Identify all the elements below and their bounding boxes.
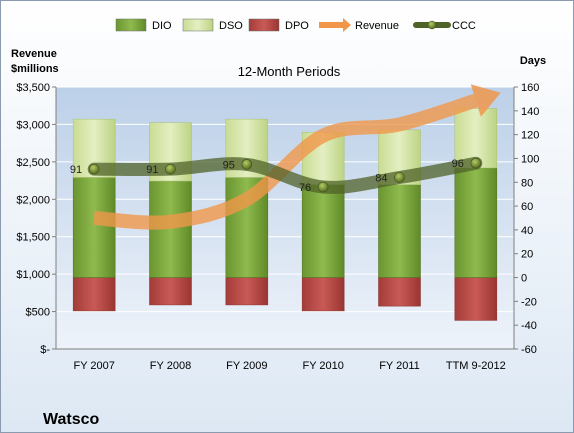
bar-dio [301,184,345,278]
x-tick-label: TTM 9-2012 [446,360,506,372]
ccc-point [241,159,253,170]
ccc-series: 91 91 95 76 84 96 [70,156,483,194]
bar-dpo [225,277,269,306]
ccc-line [87,156,483,194]
legend-swatch-ccc-point [427,20,437,30]
ccc-data-label: 91 [70,164,82,176]
right-tick-label: -20 [521,296,537,308]
bar-dio [454,167,498,278]
ccc-data-label: 76 [299,182,311,194]
left-tick-label: $3,000 [16,119,50,131]
company-name: Watsco [43,411,100,428]
right-tick-label: 0 [521,273,527,285]
legend-swatch-revenue [319,18,351,32]
bar-dio [378,184,421,278]
left-tick-label: $1,500 [16,232,50,244]
legend-label-revenue: Revenue [355,20,399,32]
ccc-data-label: 84 [375,173,387,185]
left-axis-title-line1: Revenue [11,48,57,60]
right-tick-label: 20 [521,249,533,261]
ccc-data-label: 95 [223,159,235,171]
legend-label-dpo: DPO [285,20,309,32]
bar-dpo [72,277,116,312]
ccc-data-label: 96 [452,158,464,170]
legend-label-dso: DSO [219,20,243,32]
left-tick-label: $2,000 [16,194,50,206]
left-axis-title-line2: $millions [11,63,59,75]
bar-dpo [149,277,192,306]
revenue-line [93,93,478,230]
right-tick-label: -60 [521,344,537,356]
left-tick-label: $3,500 [16,82,50,94]
x-tick-label: FY 2010 [302,360,343,372]
legend-label-ccc: CCC [452,20,476,32]
revenue-arrowhead [470,84,501,117]
legend-label-dio: DIO [152,20,172,32]
legend: DIO DSO DPO Revenue CCC [115,18,476,32]
x-tick-label: FY 2008 [150,360,191,372]
bar-dio [72,177,116,278]
revenue-series [93,84,501,230]
ccc-point [470,157,482,169]
left-tick-label: $500 [26,307,50,319]
legend-swatch-dpo [248,18,280,32]
right-tick-label: -40 [521,320,537,332]
right-tick-label: 100 [521,153,539,165]
ccc-point [317,181,329,193]
right-tick-label: 160 [521,82,539,94]
right-axis-title: Days [520,55,546,67]
x-tick-label: FY 2011 [379,360,420,372]
legend-swatch-dio [115,18,147,32]
right-tick-label: 60 [521,201,533,213]
legend-swatch-dso [182,18,214,32]
ccc-data-label: 91 [146,164,158,176]
ccc-point [88,163,100,175]
chart-title: 12-Month Periods [238,64,341,79]
right-tick-label: 140 [521,106,539,118]
bar-dpo [301,277,345,312]
left-tick-label: $2,500 [16,157,50,169]
bar-dpo [454,277,498,321]
left-tick-label: $- [40,344,50,356]
left-tick-label: $1,000 [16,269,50,281]
bar-dpo [378,277,421,307]
right-tick-label: 40 [521,225,533,237]
axes: $- $500 $1,000 $1,500 $2,000 $2,500 $3,000 $3,5… [16,82,539,372]
ccc-point [165,163,176,175]
ccc-point [394,172,405,183]
right-tick-label: 120 [521,130,539,142]
x-tick-label: FY 2007 [73,360,114,372]
right-tick-label: 80 [521,177,533,189]
x-tick-label: FY 2009 [226,360,267,372]
